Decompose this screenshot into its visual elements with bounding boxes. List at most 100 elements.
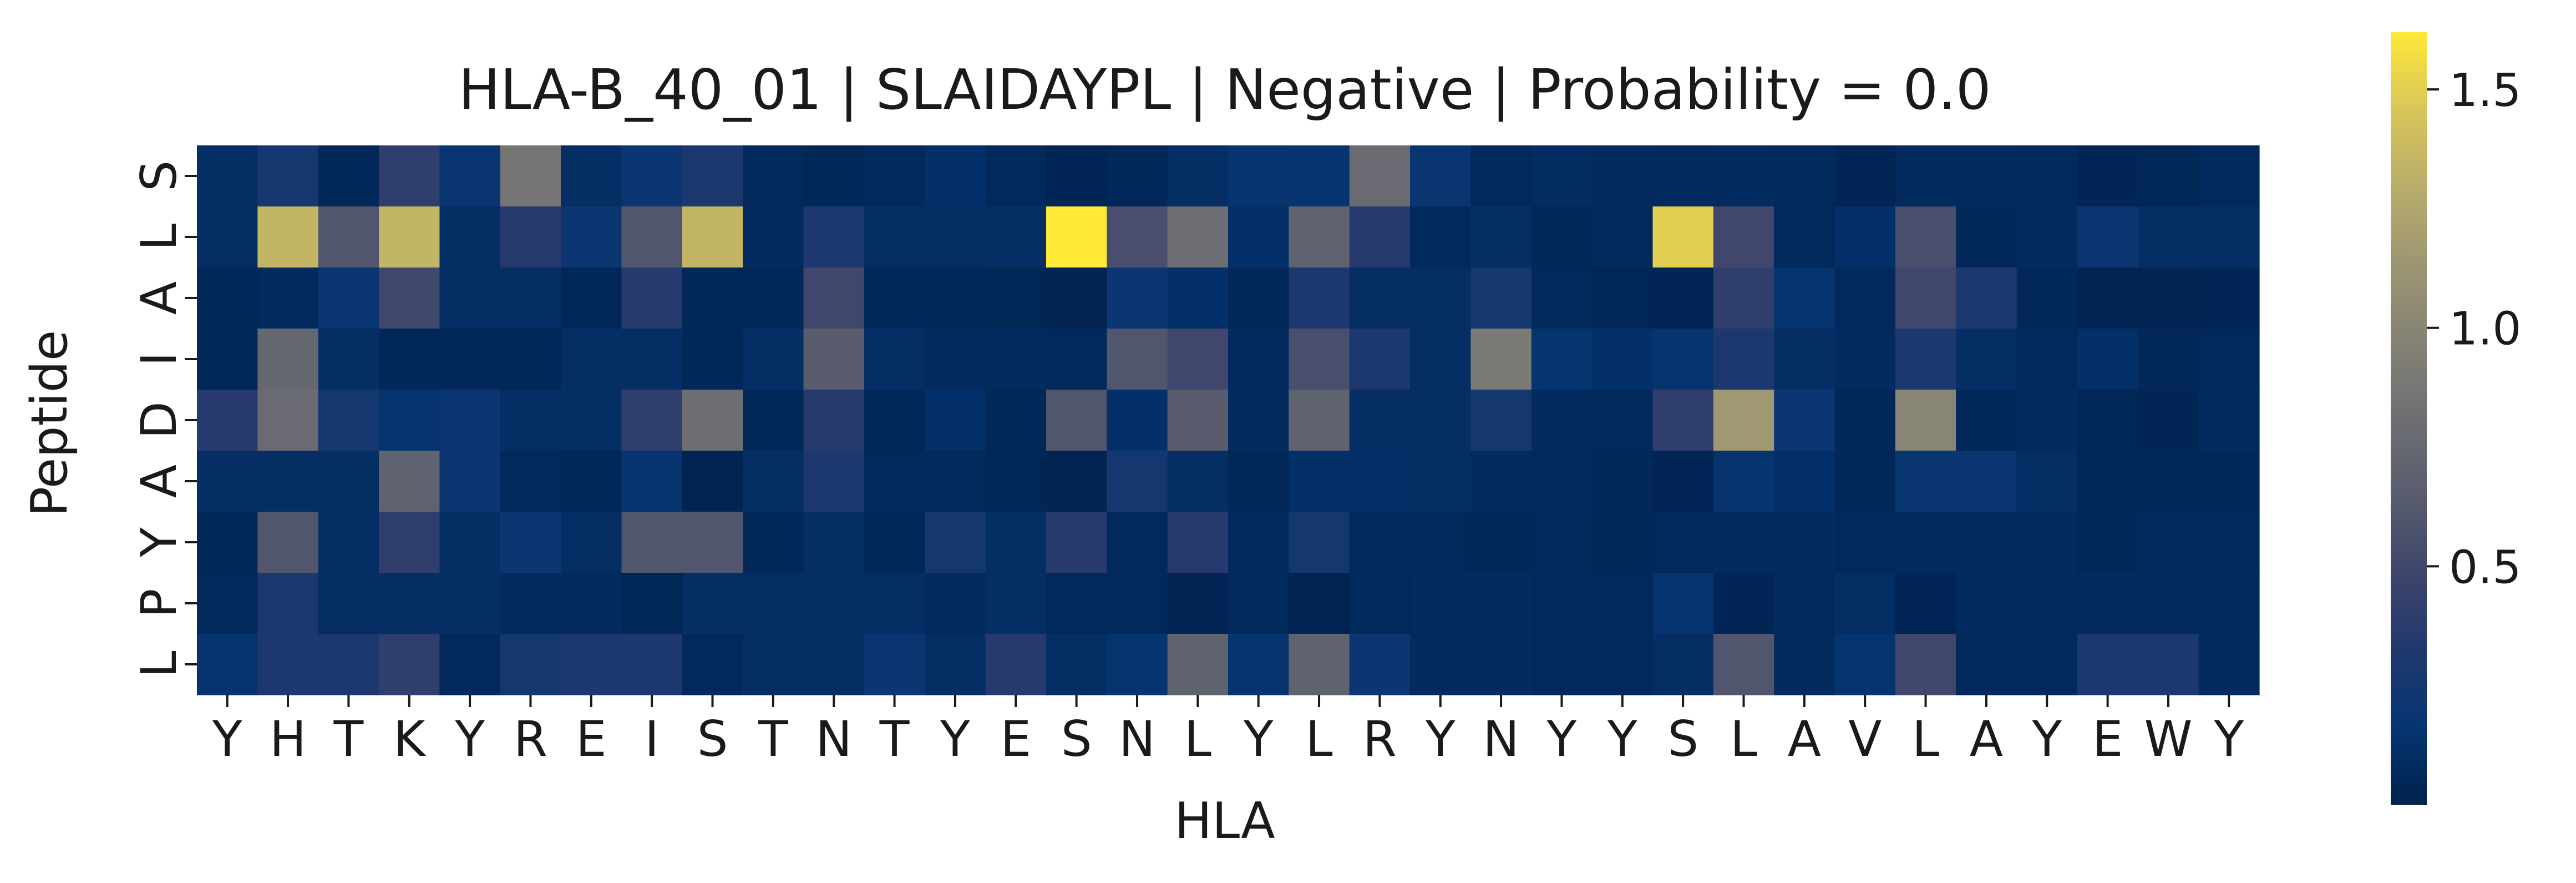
heatmap-cell	[257, 145, 319, 207]
heatmap-cell	[1895, 206, 1956, 268]
x-axis-label: HLA	[1174, 792, 1275, 850]
heatmap-cell	[1713, 634, 1774, 695]
heatmap-cell	[1167, 573, 1229, 634]
heatmap-cell	[925, 573, 986, 634]
heatmap-cell	[1410, 390, 1472, 451]
x-tick-label: W	[2144, 710, 2192, 768]
y-tick-label: L	[130, 223, 187, 250]
heatmap-cell	[439, 573, 501, 634]
heatmap-cell	[561, 634, 622, 695]
heatmap-cell	[682, 268, 743, 329]
heatmap-cell	[682, 573, 743, 634]
heatmap-cell	[1956, 206, 2017, 268]
heatmap-cell	[1228, 145, 1289, 207]
heatmap-cell	[803, 451, 865, 512]
heatmap-cell	[864, 634, 925, 695]
heatmap-cell	[1289, 145, 1350, 207]
y-tick-label: L	[130, 650, 187, 678]
heatmap-cell	[1046, 512, 1107, 573]
heatmap-cell	[1167, 206, 1229, 268]
heatmap-cell	[864, 573, 925, 634]
heatmap-cell	[1531, 573, 1593, 634]
heatmap-cell	[197, 451, 258, 512]
heatmap-cell	[2077, 206, 2138, 268]
heatmap-cell	[2016, 206, 2078, 268]
heatmap-cell	[1046, 268, 1107, 329]
heatmap-cell	[1228, 390, 1289, 451]
heatmap-cell	[2138, 206, 2199, 268]
heatmap-cell	[318, 451, 379, 512]
heatmap-cell	[1592, 512, 1654, 573]
heatmap-cell	[1046, 145, 1107, 207]
heatmap-cell	[318, 206, 379, 268]
heatmap-cell	[439, 451, 501, 512]
x-tick-label: A	[1788, 710, 1821, 768]
heatmap-cells	[197, 145, 2260, 695]
x-tick-label: S	[1061, 710, 1092, 768]
x-tick-label: L	[1184, 710, 1211, 768]
heatmap-cell	[1774, 329, 1835, 390]
heatmap-cell	[1774, 573, 1835, 634]
x-tick-label: H	[270, 710, 306, 768]
heatmap-cell	[197, 573, 258, 634]
heatmap-cell	[985, 573, 1047, 634]
heatmap-cell	[743, 573, 804, 634]
heatmap-cell	[621, 145, 683, 207]
heatmap-cell	[197, 634, 258, 695]
heatmap-cell	[1046, 206, 1107, 268]
heatmap-cell	[439, 634, 501, 695]
heatmap-cell	[1167, 390, 1229, 451]
heatmap-cell	[1289, 573, 1350, 634]
y-axis-label: Peptide	[21, 330, 79, 517]
heatmap-cell	[1410, 451, 1472, 512]
heatmap-cell	[318, 390, 379, 451]
heatmap-cell	[1956, 329, 2017, 390]
heatmap-cell	[1349, 145, 1411, 207]
y-tick-label: D	[130, 401, 187, 439]
x-tick-label: I	[645, 710, 659, 768]
x-tick-label: Y	[212, 710, 242, 768]
heatmap-cell	[1652, 206, 1714, 268]
heatmap-cell	[925, 390, 986, 451]
heatmap-cell	[197, 268, 258, 329]
heatmap-cell	[2016, 512, 2078, 573]
heatmap-cell	[561, 268, 622, 329]
heatmap-cell	[500, 329, 561, 390]
heatmap-cell	[1046, 329, 1107, 390]
heatmap-cell	[1107, 512, 1168, 573]
heatmap-cell	[439, 512, 501, 573]
heatmap-cell	[2016, 451, 2078, 512]
heatmap-cell	[439, 390, 501, 451]
heatmap-cell	[1592, 390, 1654, 451]
heatmap-cell	[561, 512, 622, 573]
heatmap-cell	[500, 451, 561, 512]
heatmap-cell	[1470, 145, 1532, 207]
heatmap-cell	[864, 206, 925, 268]
heatmap-cell	[1956, 390, 2017, 451]
heatmap-cell	[439, 329, 501, 390]
x-tick-label: E	[2092, 710, 2123, 768]
colorbar-tick-label: 1.0	[2449, 303, 2521, 356]
heatmap-cell	[1652, 634, 1714, 695]
heatmap-cell	[1289, 206, 1350, 268]
chart-title: HLA-B_40_01 | SLAIDAYPL | Negative | Pro…	[459, 57, 1991, 122]
heatmap-cell	[1349, 329, 1411, 390]
heatmap-cell	[1774, 206, 1835, 268]
heatmap-cell	[1834, 145, 1896, 207]
y-tick-label: I	[130, 352, 187, 366]
heatmap-cell	[621, 390, 683, 451]
heatmap-cell	[1046, 634, 1107, 695]
heatmap-cell	[318, 512, 379, 573]
heatmap-cell	[1167, 145, 1229, 207]
heatmap-cell	[1713, 145, 1774, 207]
heatmap-cell	[1470, 329, 1532, 390]
heatmap-cell	[1107, 634, 1168, 695]
heatmap-cell	[1470, 206, 1532, 268]
x-tick-label: S	[1667, 710, 1698, 768]
heatmap-cell	[2077, 573, 2138, 634]
heatmap-cell	[2077, 451, 2138, 512]
heatmap-cell	[803, 206, 865, 268]
heatmap-cell	[1592, 329, 1654, 390]
heatmap-cell	[257, 634, 319, 695]
heatmap-cell	[925, 512, 986, 573]
